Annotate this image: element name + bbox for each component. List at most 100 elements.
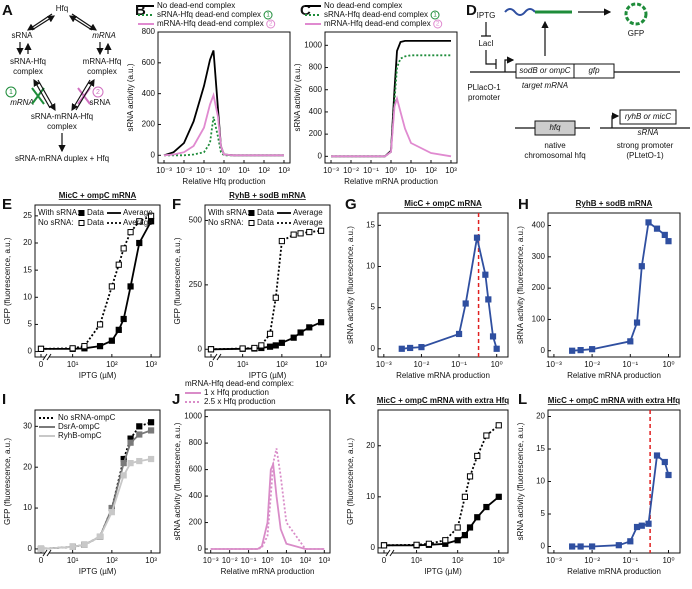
x-tick-label: 10³ (315, 360, 327, 369)
data-point (627, 538, 634, 545)
x-tick-label: 10⁻³ (546, 360, 562, 369)
y-tick-label: 200 (189, 518, 203, 527)
data-point (278, 339, 285, 346)
data-point (645, 219, 652, 226)
y-tick-label: 0 (151, 150, 156, 159)
data-point (115, 261, 122, 268)
panel-label: F (172, 196, 181, 213)
y-axis-label: GFP (fluorescence, a.u.) (3, 237, 12, 324)
data-point (115, 326, 122, 333)
x-tick-label: 10⁰ (662, 360, 674, 369)
data-point (278, 237, 285, 245)
y-tick-label: 5 (371, 303, 376, 312)
node: IPTG (477, 11, 496, 20)
y-tick-label: 10 (366, 492, 375, 501)
block (31, 87, 45, 105)
x-tick-label: 10⁻³ (156, 166, 172, 175)
data-point (120, 245, 127, 252)
legend-row-label: No sRNA: (208, 218, 244, 227)
series-line (40, 215, 152, 350)
legend-label: No sRNA-ompC (58, 413, 116, 422)
data-point (127, 460, 134, 467)
y-tick-label: 30 (23, 421, 32, 430)
legend-label: Average (123, 218, 153, 227)
node: sRNA-Hfq (10, 57, 46, 66)
x-tick-label: 10² (106, 556, 118, 565)
data-point (120, 315, 127, 323)
chart-panel: I 0 10¹ 10² 10³ 0 10 20 30 IPTG (µM) GFP (fluoresc… (2, 391, 161, 576)
data-point (108, 337, 115, 344)
x-tick-label: 10⁻² (584, 556, 600, 565)
data-point (207, 346, 215, 353)
y-tick-label: 5 (28, 320, 33, 329)
series-line (40, 458, 152, 550)
data-point (258, 342, 265, 349)
data-point (37, 545, 45, 553)
y-tick-label: 0 (198, 544, 203, 553)
series-line (331, 40, 451, 158)
x-tick-label: 10⁻² (222, 556, 238, 565)
y-tick-label: 400 (309, 107, 323, 116)
legend-label: sRNA-Hfq dead-end complex (157, 10, 261, 19)
x-tick-label: 10³ (145, 556, 157, 565)
x-tick-label: 10² (300, 556, 312, 565)
panel-label: J (172, 391, 180, 408)
x-tick-label: 10¹ (411, 556, 423, 565)
node: sRNA (90, 98, 112, 107)
y-tick-label: 0 (28, 544, 33, 553)
data-point (577, 347, 584, 354)
data-point (589, 346, 596, 353)
data-point (483, 432, 490, 439)
plot-frame (547, 212, 681, 358)
data-point (317, 319, 325, 326)
legend-label: Data (257, 208, 274, 217)
chart-panel: H 10⁻³ 10⁻² 10⁻¹ 10⁰ 0 100 200 300 400 Relative mR… (516, 196, 681, 380)
axis-break (385, 549, 395, 557)
axis-break (42, 549, 52, 557)
y-tick-label: 1000 (184, 412, 202, 421)
panel-label: A (2, 2, 13, 19)
data-point (108, 283, 115, 290)
x-tick-label: 10⁻¹ (241, 556, 257, 565)
x-axis-label: Relative mRNA production (221, 567, 315, 576)
x-tick-label: 0 (39, 360, 44, 369)
panel-label: D (466, 2, 477, 19)
legend-label: Data (257, 218, 274, 227)
legend-label: mRNA-Hfq dead-end complex (157, 19, 264, 28)
y-tick-label: 20 (23, 238, 32, 247)
axis-break (42, 353, 52, 361)
axis-break-gap (388, 551, 392, 555)
y-axis-label: sRNA activity (fluorescence, a.u.) (516, 226, 525, 344)
legend-marker (78, 210, 85, 216)
legend-marker (78, 220, 85, 226)
y-tick-label: 300 (532, 252, 546, 261)
gene: hfq (549, 123, 561, 132)
x-tick-label: 10⁻³ (203, 556, 219, 565)
data-point (474, 452, 481, 460)
y-tick-label: 0 (28, 347, 33, 356)
label: strong promoter (617, 141, 674, 150)
data-point (127, 229, 134, 236)
axis-break-gap (215, 355, 219, 359)
legend-marker (248, 220, 255, 226)
inhibit (481, 22, 491, 37)
y-axis-label: sRNA activity (fluorescence, a.u.) (173, 422, 182, 540)
legend-badge-text: 1 (266, 12, 270, 19)
data-point (96, 533, 104, 540)
data-point (413, 541, 420, 548)
x-tick-label: 10⁻² (176, 166, 192, 175)
data-point (297, 230, 304, 237)
data-point (454, 537, 461, 544)
series-line (163, 50, 284, 157)
y-tick-label: 0 (371, 543, 376, 552)
legend-row-label: With sRNA: (38, 208, 79, 217)
x-tick-label: 10² (258, 166, 270, 175)
chart-panel: F 0 10¹ 10² 10³ 0 250 500 IPTG (µM) GFP (fluoresc… (172, 191, 331, 380)
panel-label: B (135, 2, 146, 19)
legend-row-label: With sRNA: (208, 208, 249, 217)
data-point (473, 234, 481, 241)
y-axis-label: GFP (fluorescence, a.u.) (346, 438, 355, 525)
arrows (16, 13, 112, 153)
data-point (645, 520, 652, 527)
legend-label: 2.5 x Hfq production (204, 397, 276, 406)
